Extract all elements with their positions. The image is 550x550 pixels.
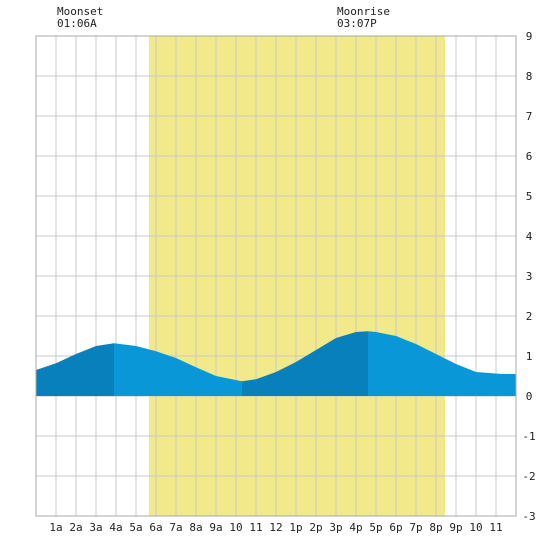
y-tick-label: 7 bbox=[526, 110, 533, 123]
y-tick-label: -2 bbox=[522, 470, 535, 483]
x-tick-label: 3a bbox=[89, 521, 102, 534]
moonset-title: Moonset bbox=[57, 5, 104, 18]
x-tick-label: 5p bbox=[369, 521, 382, 534]
y-tick-label: 4 bbox=[526, 230, 533, 243]
y-tick-label: 1 bbox=[526, 350, 533, 363]
moonrise-time: 03:07P bbox=[337, 17, 377, 30]
x-tick-label: 1a bbox=[49, 521, 62, 534]
y-tick-label: -3 bbox=[522, 510, 535, 523]
x-tick-label: 11 bbox=[249, 521, 262, 534]
x-tick-label: 10 bbox=[469, 521, 482, 534]
y-tick-label: 2 bbox=[526, 310, 533, 323]
x-tick-label: 5a bbox=[129, 521, 142, 534]
x-tick-label: 6p bbox=[389, 521, 402, 534]
y-tick-label: 6 bbox=[526, 150, 533, 163]
x-tick-label: 10 bbox=[229, 521, 242, 534]
x-tick-label: 8a bbox=[189, 521, 202, 534]
x-tick-label: 4p bbox=[349, 521, 362, 534]
x-tick-label: 4a bbox=[109, 521, 122, 534]
y-tick-label: -1 bbox=[522, 430, 535, 443]
y-tick-label: 0 bbox=[526, 390, 533, 403]
moonset-label: Moonset 01:06A bbox=[57, 6, 103, 30]
moonset-time: 01:06A bbox=[57, 17, 97, 30]
moonrise-title: Moonrise bbox=[337, 5, 390, 18]
y-tick-label: 3 bbox=[526, 270, 533, 283]
x-tick-label: 2a bbox=[69, 521, 82, 534]
x-tick-label: 1p bbox=[289, 521, 302, 534]
x-tick-label: 8p bbox=[429, 521, 442, 534]
x-tick-label: 6a bbox=[149, 521, 162, 534]
x-tick-label: 9p bbox=[449, 521, 462, 534]
x-tick-label: 7p bbox=[409, 521, 422, 534]
x-tick-label: 11 bbox=[489, 521, 502, 534]
x-tick-label: 12 bbox=[269, 521, 282, 534]
plot-border bbox=[35, 35, 517, 517]
x-tick-label: 2p bbox=[309, 521, 322, 534]
y-tick-label: 8 bbox=[526, 70, 533, 83]
x-tick-label: 3p bbox=[329, 521, 342, 534]
moonrise-label: Moonrise 03:07P bbox=[337, 6, 390, 30]
x-tick-label: 9a bbox=[209, 521, 222, 534]
y-tick-label: 9 bbox=[526, 30, 533, 43]
y-tick-label: 5 bbox=[526, 190, 533, 203]
x-tick-label: 7a bbox=[169, 521, 182, 534]
